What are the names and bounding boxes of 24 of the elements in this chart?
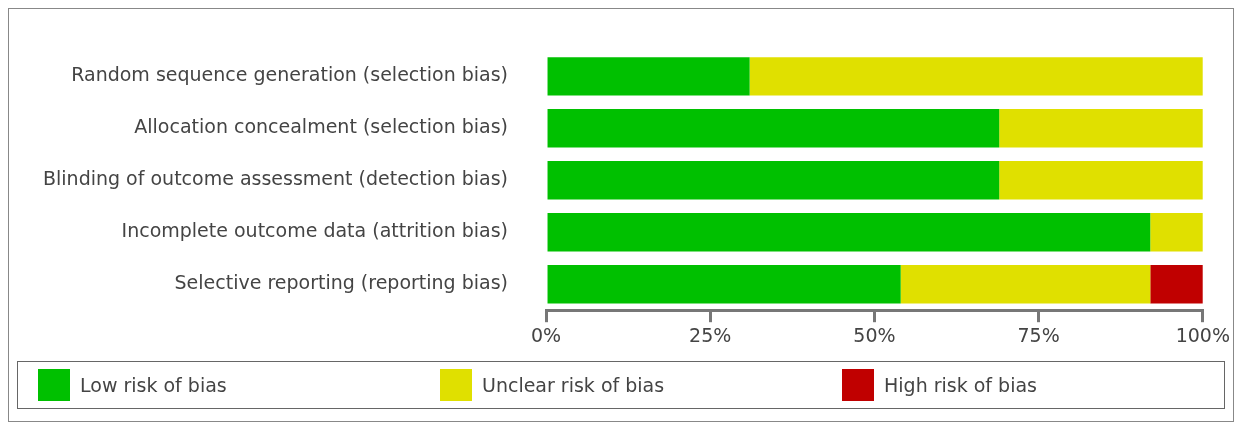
bar [900,265,1151,304]
bar [547,213,1151,252]
bar [547,57,750,96]
bar [547,109,1000,148]
bar [547,161,1000,200]
y-tick-label: Random sequence generation (selection bias) [71,63,509,86]
bar [547,265,901,304]
x-tick-label: 50% [853,323,896,346]
y-tick-label: Incomplete outcome data (attrition bias) [121,219,509,242]
y-tick-label: Allocation concealment (selection bias) [134,115,509,138]
x-tick-label: 100% [1175,323,1230,346]
x-tick-label: 25% [689,323,732,346]
legend-label: Unclear risk of bias [482,374,665,396]
bar [1150,265,1203,304]
y-tick-label: Selective reporting (reporting bias) [174,271,509,294]
legend-label: High risk of bias [884,374,1037,396]
bar [999,109,1203,148]
y-tick-label: Blinding of outcome assessment (detection bias) [43,167,509,190]
x-tick-label: 75% [1017,323,1060,346]
legend-label: Low risk of bias [80,374,227,396]
bar [749,57,1203,96]
bar [1150,213,1203,252]
x-tick-label: 0% [530,323,562,346]
bar [999,161,1203,200]
